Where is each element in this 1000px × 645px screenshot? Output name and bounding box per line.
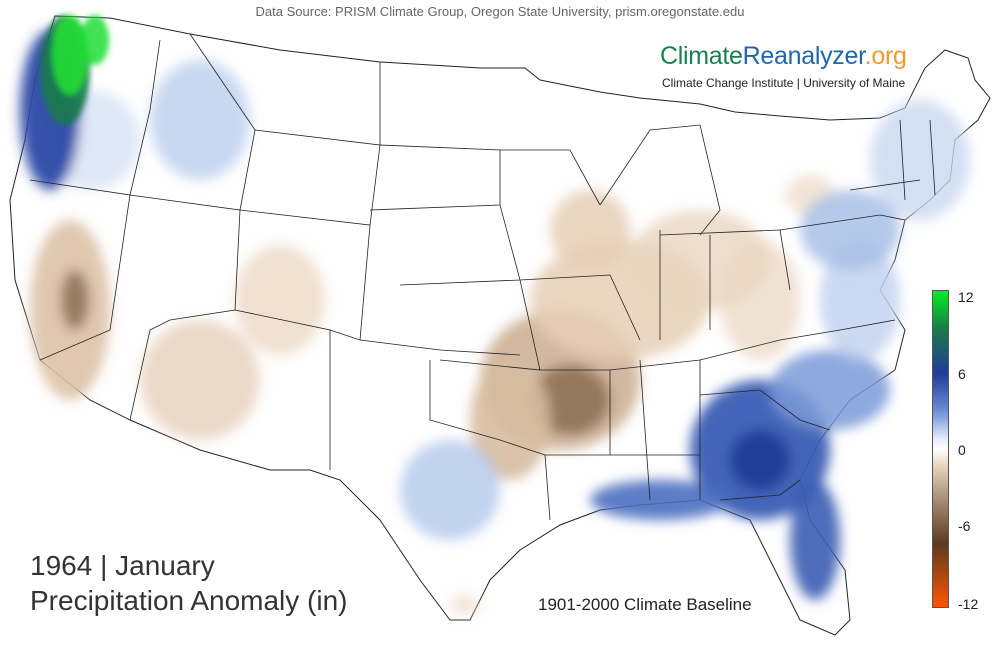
brand-part3: .org (864, 42, 907, 70)
map-title: 1964 | January Precipitation Anomaly (in… (30, 548, 347, 618)
brand-part1: Climate (660, 42, 743, 70)
colorbar-tick: -6 (958, 518, 971, 534)
colorbar-tick: -12 (958, 596, 979, 612)
state-boundaries (29, 33, 936, 521)
wet-core-field (40, 15, 109, 125)
colorbar-gradient (933, 291, 948, 607)
brand-part2: Reanalyzer (742, 42, 865, 70)
data-source-text: Data Source: PRISM Climate Group, Oregon… (255, 4, 745, 19)
colorbar-tick: 0 (958, 442, 966, 458)
brand-logo[interactable]: ClimateReanalyzer.org (660, 42, 907, 71)
colorbar-tick: 12 (958, 289, 974, 305)
map-title-line1: 1964 | January (30, 550, 215, 581)
baseline-label: 1901-2000 Climate Baseline (538, 595, 752, 614)
map-title-line2: Precipitation Anomaly (in) (30, 585, 348, 616)
brand-subtitle: Climate Change Institute | University of… (662, 76, 906, 90)
colorbar-tick: 6 (958, 366, 966, 382)
colorbar (932, 290, 949, 608)
